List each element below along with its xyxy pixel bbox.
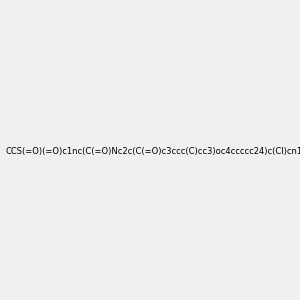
Text: CCS(=O)(=O)c1nc(C(=O)Nc2c(C(=O)c3ccc(C)cc3)oc4ccccc24)c(Cl)cn1: CCS(=O)(=O)c1nc(C(=O)Nc2c(C(=O)c3ccc(C)c… [5,147,300,156]
